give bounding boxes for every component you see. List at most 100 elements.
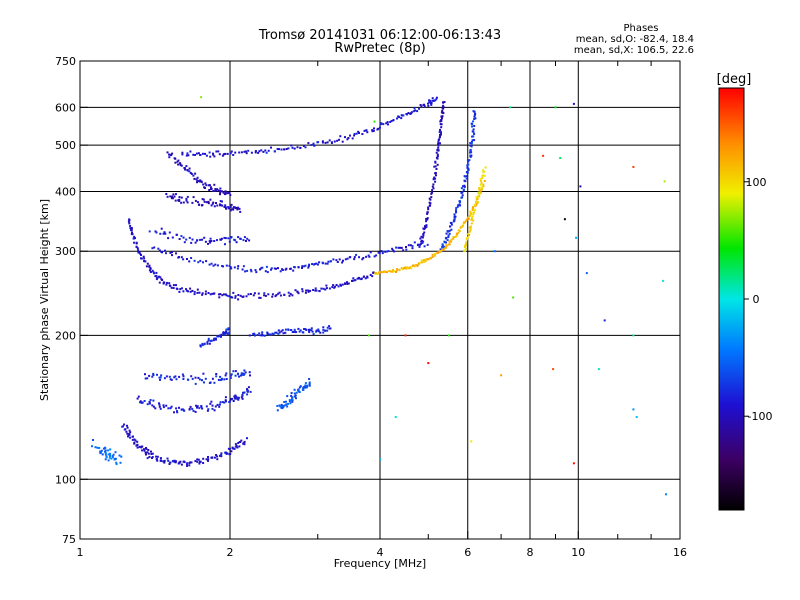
data-point (418, 262, 420, 265)
data-point (169, 251, 172, 254)
data-point (317, 328, 320, 331)
data-point (204, 240, 207, 243)
data-point (200, 405, 203, 407)
data-point (469, 154, 472, 157)
data-point (426, 211, 429, 214)
data-point (434, 160, 437, 163)
data-point (219, 454, 221, 457)
data-point (107, 459, 110, 462)
data-point (224, 191, 227, 194)
data-point (373, 120, 376, 123)
data-point (190, 257, 193, 259)
data-point (475, 203, 478, 206)
data-point (205, 184, 208, 187)
data-point (135, 245, 138, 248)
data-point (224, 374, 227, 377)
data-point (163, 377, 166, 380)
data-point (215, 375, 218, 378)
data-point (307, 290, 310, 293)
data-point (430, 196, 433, 199)
data-point (127, 435, 129, 438)
data-point (170, 197, 173, 200)
data-point (467, 163, 470, 166)
data-point (227, 328, 230, 331)
data-point (389, 270, 392, 273)
data-point (197, 203, 200, 206)
data-point (467, 216, 470, 219)
data-point (466, 159, 469, 162)
data-point (228, 448, 231, 450)
data-point (156, 373, 158, 376)
data-point (575, 236, 578, 239)
data-point (283, 293, 286, 296)
data-point (554, 106, 557, 109)
data-point (240, 396, 243, 399)
data-point (144, 451, 147, 454)
data-point (227, 191, 230, 194)
data-point (235, 207, 238, 209)
data-point (297, 327, 300, 330)
data-point (434, 99, 437, 102)
data-point (509, 106, 512, 109)
data-point (572, 462, 575, 465)
data-point (189, 150, 192, 153)
data-point (135, 242, 138, 245)
data-point (339, 283, 342, 286)
data-point (321, 141, 324, 144)
data-point (165, 375, 168, 378)
data-point (425, 225, 428, 228)
data-point (226, 452, 229, 455)
data-point (136, 247, 139, 250)
data-point (169, 407, 172, 410)
data-point (163, 459, 166, 462)
data-point (422, 261, 425, 264)
data-point (219, 293, 222, 296)
data-point (132, 435, 134, 438)
data-point (445, 246, 447, 249)
x-tick-label: 1 (77, 546, 84, 559)
data-point (222, 191, 225, 194)
data-point (314, 287, 317, 290)
data-point (229, 400, 231, 403)
data-point (230, 373, 233, 376)
data-point (442, 106, 445, 108)
data-point (465, 171, 468, 173)
data-point (170, 405, 173, 408)
data-point (185, 289, 188, 292)
data-point (207, 292, 210, 294)
data-point (361, 133, 364, 135)
data-point (379, 126, 381, 129)
data-point (409, 244, 412, 247)
data-point (217, 335, 220, 338)
data-point (208, 184, 211, 187)
data-point (205, 260, 208, 263)
data-point (217, 378, 220, 381)
data-point (153, 246, 156, 249)
data-point (186, 152, 189, 155)
data-point (432, 178, 435, 181)
data-point (431, 99, 434, 102)
data-point (143, 260, 146, 262)
data-point (445, 241, 447, 244)
data-point (426, 218, 429, 221)
data-point (478, 187, 481, 190)
data-point (243, 391, 246, 394)
data-point (220, 190, 223, 193)
data-point (257, 292, 260, 295)
data-point (280, 148, 283, 151)
data-point (308, 263, 311, 266)
data-point (278, 148, 280, 151)
data-point (200, 181, 203, 184)
data-point (219, 379, 222, 381)
data-point (191, 377, 194, 380)
data-point (423, 228, 426, 231)
data-point (256, 333, 259, 336)
data-point (208, 263, 211, 266)
data-point (453, 218, 456, 221)
data-point (469, 210, 472, 213)
data-point (428, 197, 431, 200)
data-point (245, 240, 247, 242)
data-point (229, 376, 232, 379)
data-point (398, 116, 401, 119)
data-point (180, 201, 183, 204)
